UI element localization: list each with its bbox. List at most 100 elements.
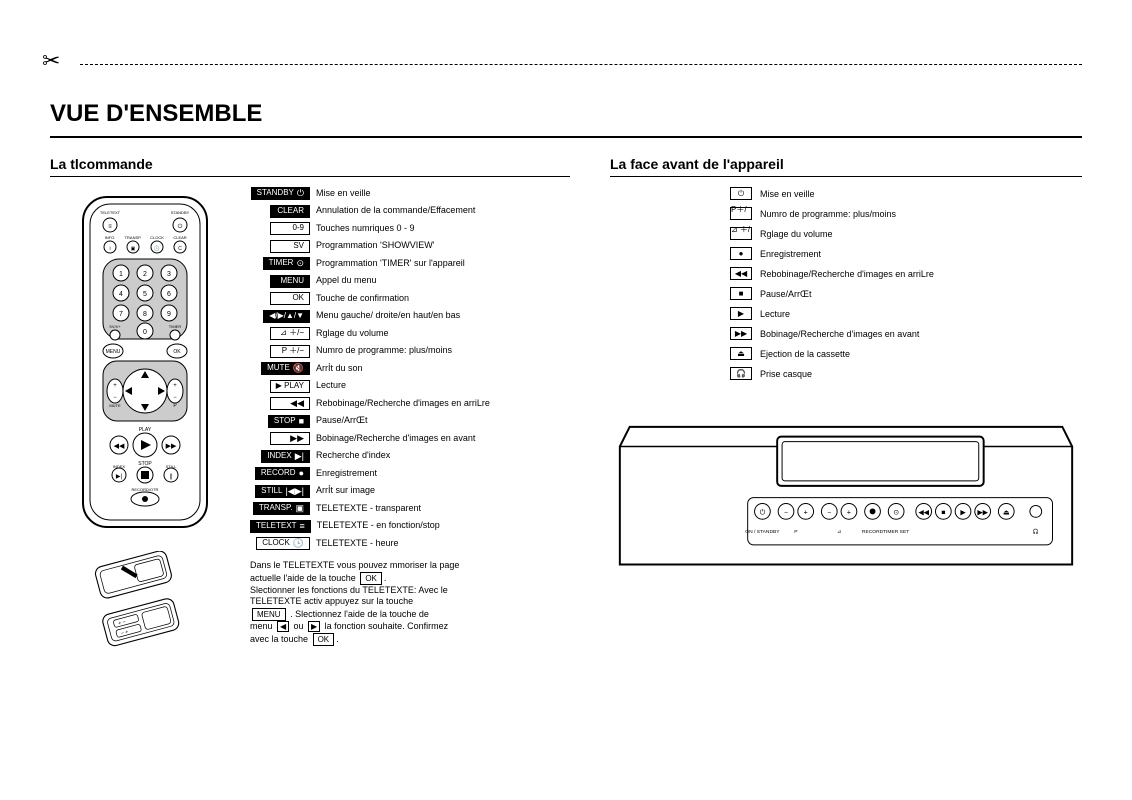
legend-row: 0-9Touches numriques 0 - 9: [250, 222, 570, 235]
svg-text:8: 8: [143, 311, 147, 318]
note-line: TELETEXTE activ appuyez sur la touche: [250, 596, 413, 606]
legend-row: P＋/−Numro de programme: plus/moins: [730, 207, 1082, 220]
svg-text:◀◀: ◀◀: [918, 509, 929, 516]
svg-text:MENU: MENU: [106, 349, 121, 355]
device-legend: ⏻Mise en veille P＋/−Numro de programme: p…: [610, 187, 1082, 380]
note-line: Dans le TELETEXTE vous pouvez mmoriser l…: [250, 560, 459, 570]
svg-text:MUTE: MUTE: [109, 403, 121, 408]
legend-row: INDEX▶|Recherche d'index: [250, 450, 570, 463]
legend-row: ⏏Ejection de la cassette: [730, 347, 1082, 360]
note-line: . Slectionnez l'aide de la touche de: [290, 609, 429, 619]
legend-desc: Mise en veille: [316, 188, 371, 200]
legend-row: ⊿ ＋/−Rglage du volume: [250, 327, 570, 340]
button-label: OK: [270, 292, 310, 305]
svg-text:5: 5: [143, 291, 147, 298]
teletext-note: Dans le TELETEXTE vous pouvez mmoriser l…: [250, 560, 460, 646]
svg-text:6: 6: [167, 291, 171, 298]
legend-desc: Rglage du volume: [316, 328, 389, 340]
button-label: INDEX▶|: [261, 450, 310, 463]
legend-row: OKTouche de confirmation: [250, 292, 570, 305]
svg-text:i: i: [109, 246, 110, 252]
svg-text:CLOCK: CLOCK: [150, 235, 164, 240]
button-label: STOP■: [268, 415, 310, 428]
svg-text:⏻: ⏻: [760, 508, 766, 516]
button-label: ◀/▶/▲/▼: [263, 310, 310, 323]
button-symbol-icon: ▶|: [295, 452, 304, 461]
symbol-icon: ⏏: [730, 347, 752, 360]
svg-text:▶: ▶: [960, 509, 966, 516]
rule-remote: [50, 176, 570, 177]
svg-text:9: 9: [167, 311, 171, 318]
heading-remote: La tlcommande: [50, 156, 570, 172]
legend-desc: TELETEXTE - transparent: [316, 503, 421, 515]
legend-row: ⊿ ＋/−Rglage du volume: [730, 227, 1082, 240]
legend-row: STILL|◀▶|ArrÍt sur image: [250, 485, 570, 498]
legend-desc: Programmation 'TIMER' sur l'appareil: [316, 258, 465, 270]
svg-text:−: −: [784, 509, 788, 516]
svg-text:RECORD: RECORD: [862, 529, 884, 535]
svg-text:2: 2: [143, 271, 147, 278]
svg-text:◀◀: ◀◀: [114, 443, 125, 450]
legend-desc: TELETEXTE - heure: [316, 538, 399, 550]
svg-text:4: 4: [119, 291, 123, 298]
button-symbol-icon: |◀▶|: [285, 487, 304, 496]
note-line: actuelle l'aide de la touche: [250, 573, 356, 583]
legend-row: ▶▶Bobinage/Recherche d'images en avant: [250, 432, 570, 445]
svg-text:⏏: ⏏: [1003, 509, 1009, 516]
button-symbol-icon: ◀◀: [290, 399, 304, 408]
legend-row: SVProgrammation 'SHOWVIEW': [250, 240, 570, 253]
svg-text:⊿: ⊿: [837, 530, 841, 535]
button-label: SV: [270, 240, 310, 253]
scissors-icon: ✂: [42, 48, 60, 74]
svg-text:STOP: STOP: [138, 461, 152, 467]
rule-device: [610, 176, 1082, 177]
symbol-icon: ▶: [730, 307, 752, 320]
legend-row: ⏻Mise en veille: [730, 187, 1082, 200]
left-body: ≡ TELETEXT ⏻ STANDBY INFO. TRANSP. CLOCK…: [50, 187, 570, 661]
symbol-icon: ▶▶: [730, 327, 752, 340]
legend-row: STANDBY⏻Mise en veille: [250, 187, 570, 200]
symbol-icon: 🎧: [730, 367, 752, 380]
legend-desc: Enregistrement: [760, 249, 821, 259]
button-symbol-icon: ●: [299, 469, 304, 478]
left-arrow-icon: ◀: [277, 621, 289, 632]
heading-device: La face avant de l'appareil: [610, 156, 1082, 172]
legend-desc: Numro de programme: plus/moins: [316, 345, 452, 357]
svg-text:TIMER SET: TIMER SET: [883, 529, 909, 535]
button-symbol-icon: ▶▶: [290, 434, 304, 443]
note-line: la fonction souhaite. Confirmez: [325, 621, 449, 631]
button-label: ▶ PLAY: [270, 380, 310, 393]
page-title: VUE D'ENSEMBLE: [50, 100, 1082, 128]
svg-text:RECORD/OTR: RECORD/OTR: [132, 487, 159, 492]
remote-legend: STANDBY⏻Mise en veille CLEARAnnulation de…: [250, 187, 570, 661]
ok-inline: OK: [360, 572, 382, 585]
legend-row: TRANSP.▣ TELETEXTE - transparent: [250, 502, 570, 515]
menu-inline: MENU: [252, 608, 286, 621]
svg-text:ON / STANDBY: ON / STANDBY: [745, 529, 780, 535]
svg-text:0: 0: [143, 329, 147, 336]
button-symbol-icon: 🔇: [293, 364, 304, 373]
legend-desc: Menu gauche/ droite/en haut/en bas: [316, 310, 460, 322]
svg-text:+: +: [173, 383, 177, 389]
legend-row: TIMER⊙Programmation 'TIMER' sur l'appare…: [250, 257, 570, 270]
legend-row: TELETEXT≡TELETEXTE - en fonction/stop: [250, 520, 570, 533]
svg-text:▣: ▣: [131, 246, 136, 252]
legend-row: ▶Lecture: [730, 307, 1082, 320]
battery-diagram: + − − +: [90, 551, 200, 661]
button-label: TRANSP.▣: [253, 502, 310, 515]
legend-desc: Numro de programme: plus/moins: [760, 209, 896, 219]
legend-row: ▶ PLAYLecture: [250, 380, 570, 393]
svg-text:▶▶: ▶▶: [977, 509, 988, 516]
svg-text:■: ■: [941, 509, 945, 516]
button-label: TELETEXT≡: [250, 520, 311, 533]
svg-text:TIMER: TIMER: [169, 324, 182, 329]
button-label: RECORD●: [255, 467, 310, 480]
svg-text:−: −: [173, 395, 177, 401]
svg-text:▶▶: ▶▶: [166, 443, 177, 450]
legend-row: CLEARAnnulation de la commande/Effacemen…: [250, 205, 570, 218]
legend-desc: Pause/ArrŒt: [760, 289, 812, 299]
cut-line: [80, 64, 1082, 65]
button-symbol-icon: ▣: [295, 504, 304, 513]
columns: La tlcommande ≡ TELETEXT ⏻ STANDBY: [50, 156, 1082, 661]
svg-text:TRANSP.: TRANSP.: [125, 235, 142, 240]
